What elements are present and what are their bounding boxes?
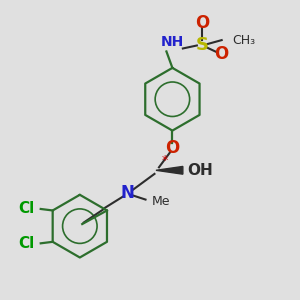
- Text: OH: OH: [187, 163, 213, 178]
- Text: O: O: [165, 139, 179, 157]
- Text: Me: Me: [152, 195, 171, 208]
- Text: S: S: [196, 37, 209, 55]
- Text: Cl: Cl: [19, 202, 35, 217]
- Text: O: O: [195, 14, 209, 32]
- Text: Cl: Cl: [19, 236, 35, 251]
- Text: O: O: [214, 45, 229, 63]
- Polygon shape: [156, 167, 183, 174]
- Text: NH: NH: [161, 35, 184, 49]
- Text: CH₃: CH₃: [232, 34, 255, 46]
- Text: N: N: [121, 184, 134, 202]
- Text: *: *: [161, 154, 168, 167]
